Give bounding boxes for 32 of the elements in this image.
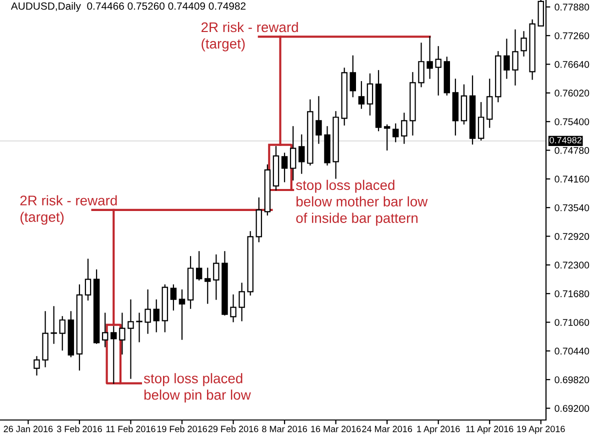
x-tick-label: 19 Feb 2016	[157, 426, 207, 432]
x-tick-label: 19 Apr 2016	[517, 426, 565, 434]
y-tick-label: 0.71060	[554, 318, 590, 326]
x-tick-label: 29 Feb 2016	[208, 426, 258, 432]
ref-line-label: stop loss placed below pin bar low	[144, 373, 251, 403]
y-tick-label: 0.70440	[554, 348, 590, 355]
ref-line-label: 0.74982	[550, 136, 582, 144]
y-tick-label: 0.74780	[554, 147, 590, 154]
x-tick-label: 8 Mar 2016	[262, 426, 307, 432]
y-tick-label: 0.77880	[554, 4, 590, 11]
y-tick-label: 0.72300	[554, 262, 590, 269]
x-tick-label: 24 Mar 2016	[362, 426, 412, 432]
ref-line-label: 2R risk - reward (target)	[201, 22, 298, 52]
y-tick-label: 0.69820	[554, 376, 590, 384]
x-tick-label: 16 Mar 2016	[311, 426, 361, 432]
y-tick-label: 0.76640	[554, 61, 590, 68]
x-tick-label: 3 Feb 2016	[56, 426, 102, 432]
x-tick-label: 1 Apr 2016	[417, 426, 460, 434]
ref-line-label: 2R risk - reward (target)	[20, 195, 117, 225]
y-tick-label: 0.77260	[554, 32, 590, 40]
y-tick-label: 0.71680	[554, 290, 590, 298]
x-tick-label: 11 Feb 2016	[106, 426, 156, 432]
y-tick-label: 0.73540	[554, 204, 590, 212]
x-tick-label: 11 Apr 2016	[466, 426, 514, 434]
y-tick-label: 0.75400	[554, 118, 590, 126]
y-tick-label: 0.72920	[554, 232, 590, 240]
y-tick-label: 0.74160	[554, 176, 590, 183]
y-tick-label: 0.69200	[554, 404, 590, 412]
chart-title: AUDUSD,Daily 0.74466 0.75260 0.74409 0.74982	[10, 2, 246, 12]
y-tick-label: 0.76020	[554, 90, 590, 97]
x-tick-label: 26 Jan 2016	[4, 426, 53, 432]
ref-line-label: stop loss placed below mother bar low of inside bar pattern	[296, 180, 428, 226]
